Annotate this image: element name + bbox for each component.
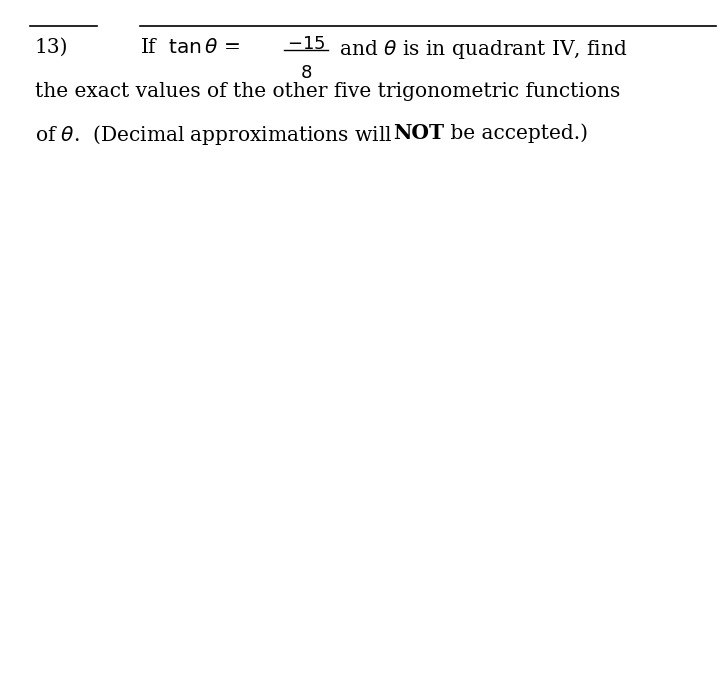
Text: $-15$: $-15$ xyxy=(287,35,325,53)
Text: $8$: $8$ xyxy=(300,64,312,82)
Text: the exact values of the other five trigonometric functions: the exact values of the other five trigo… xyxy=(35,82,620,100)
Text: If  $\tan\theta$ =: If $\tan\theta$ = xyxy=(140,38,240,57)
Text: be accepted.): be accepted.) xyxy=(444,123,588,143)
Text: and $\theta$ is in quadrant IV, find: and $\theta$ is in quadrant IV, find xyxy=(333,38,627,61)
Text: NOT: NOT xyxy=(393,123,444,143)
Text: of $\theta$.  (Decimal approximations will: of $\theta$. (Decimal approximations wil… xyxy=(35,123,393,147)
Text: 13): 13) xyxy=(35,38,68,57)
